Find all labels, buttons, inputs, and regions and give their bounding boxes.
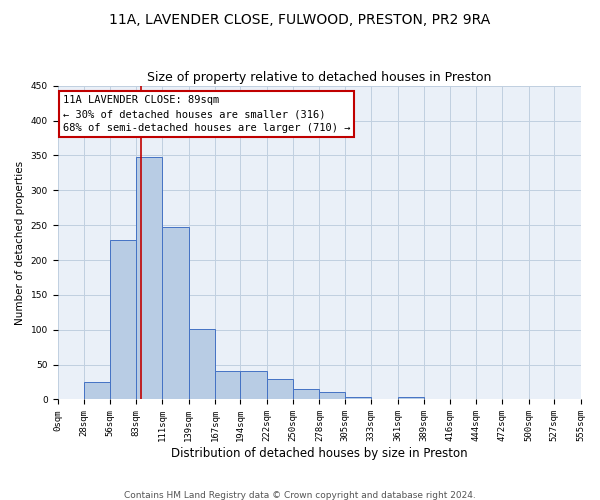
Bar [345, 398, 371, 400]
Bar [215, 371, 241, 400]
Bar [110, 240, 136, 400]
Text: 11A LAVENDER CLOSE: 89sqm
← 30% of detached houses are smaller (316)
68% of semi: 11A LAVENDER CLOSE: 89sqm ← 30% of detac… [63, 95, 350, 133]
Title: Size of property relative to detached houses in Preston: Size of property relative to detached ho… [147, 72, 491, 85]
Text: Contains HM Land Registry data © Crown copyright and database right 2024.: Contains HM Land Registry data © Crown c… [124, 490, 476, 500]
Bar [162, 227, 188, 400]
Bar [188, 329, 215, 400]
Bar [136, 157, 162, 400]
Bar [398, 398, 424, 400]
Bar [241, 371, 267, 400]
Bar [293, 389, 319, 400]
Bar [84, 382, 110, 400]
Bar [319, 392, 345, 400]
X-axis label: Distribution of detached houses by size in Preston: Distribution of detached houses by size … [171, 447, 467, 460]
Text: 11A, LAVENDER CLOSE, FULWOOD, PRESTON, PR2 9RA: 11A, LAVENDER CLOSE, FULWOOD, PRESTON, P… [109, 12, 491, 26]
Y-axis label: Number of detached properties: Number of detached properties [15, 160, 25, 324]
Bar [267, 378, 293, 400]
